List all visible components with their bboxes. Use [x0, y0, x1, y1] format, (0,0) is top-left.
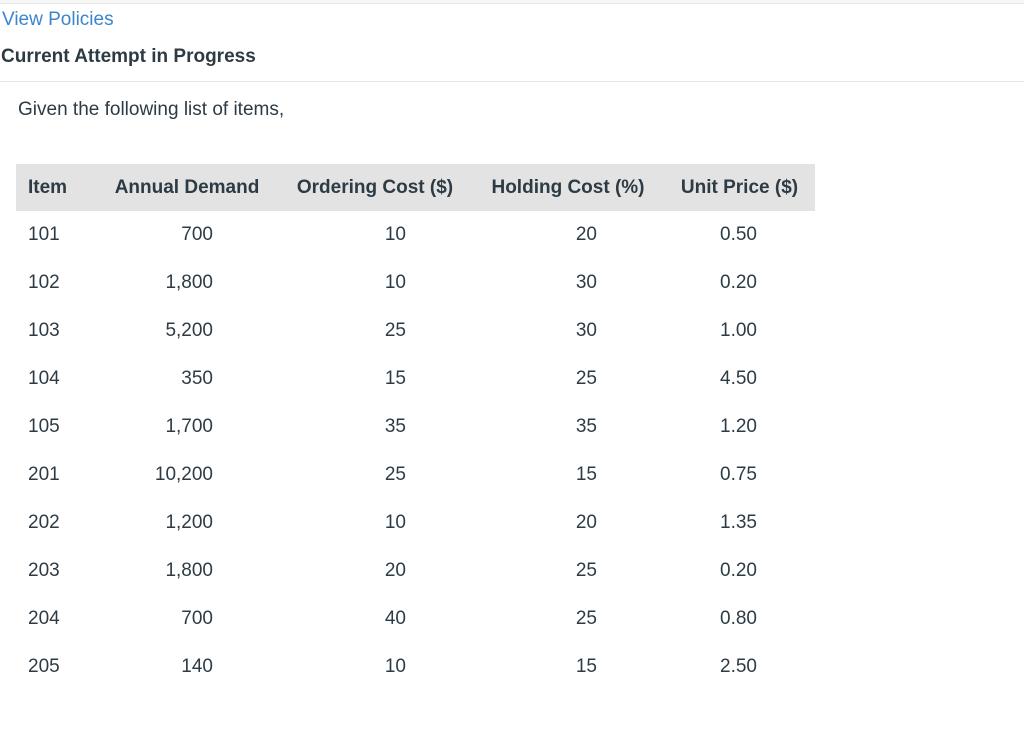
items-table-body: 101 700 10 20 0.50 102 1,800 10 30 0.20 103 5,200 25…	[16, 211, 815, 691]
table-row: 101 700 10 20 0.50	[16, 211, 815, 259]
table-cell: 204	[28, 608, 60, 629]
table-cell: 25	[384, 464, 406, 485]
column-header-holding-cost: Holding Cost (%)	[472, 164, 664, 211]
table-cell: 0.20	[720, 272, 757, 293]
table-cell: 25	[575, 608, 597, 629]
question-intro-text: Given the following list of items,	[18, 99, 285, 120]
table-row: 202 1,200 10 20 1.35	[16, 499, 815, 547]
table-cell: 10,200	[154, 464, 213, 485]
table-cell: 140	[181, 656, 213, 677]
table-cell: 40	[384, 608, 406, 629]
table-cell: 20	[384, 560, 406, 581]
table-cell: 203	[28, 560, 60, 581]
table-row: 105 1,700 35 35 1.20	[16, 403, 815, 451]
table-cell: 1,800	[165, 560, 213, 581]
table-cell: 2.50	[720, 656, 757, 677]
table-cell: 102	[28, 272, 60, 293]
table-cell: 103	[28, 320, 60, 341]
table-cell: 0.20	[720, 560, 757, 581]
table-cell: 201	[28, 464, 60, 485]
table-cell: 30	[575, 272, 597, 293]
column-header-annual-demand: Annual Demand	[96, 164, 278, 211]
table-cell: 10	[384, 512, 406, 533]
table-cell: 0.50	[720, 224, 757, 245]
section-divider	[0, 81, 1024, 82]
table-cell: 10	[384, 224, 406, 245]
table-cell: 35	[575, 416, 597, 437]
table-cell: 1.35	[720, 512, 757, 533]
table-cell: 35	[384, 416, 406, 437]
table-cell: 350	[181, 368, 213, 389]
table-cell: 15	[384, 368, 406, 389]
table-header-row: Item Annual Demand Ordering Cost ($) Hol…	[16, 164, 815, 211]
table-cell: 1,200	[165, 512, 213, 533]
table-row: 104 350 15 25 4.50	[16, 355, 815, 403]
table-row: 201 10,200 25 15 0.75	[16, 451, 815, 499]
table-cell: 205	[28, 656, 60, 677]
column-header-ordering-cost: Ordering Cost ($)	[278, 164, 472, 211]
table-cell: 101	[28, 224, 60, 245]
table-cell: 0.75	[720, 464, 757, 485]
table-cell: 30	[575, 320, 597, 341]
table-cell: 104	[28, 368, 60, 389]
table-row: 103 5,200 25 30 1.00	[16, 307, 815, 355]
table-cell: 20	[575, 224, 597, 245]
table-cell: 10	[384, 272, 406, 293]
table-cell: 25	[575, 560, 597, 581]
table-cell: 700	[181, 608, 213, 629]
table-cell: 20	[575, 512, 597, 533]
table-cell: 25	[384, 320, 406, 341]
view-policies-link[interactable]: View Policies	[2, 9, 114, 30]
top-border-strip	[0, 0, 1024, 4]
table-cell: 25	[575, 368, 597, 389]
column-header-item: Item	[16, 164, 96, 211]
table-cell: 1,700	[165, 416, 213, 437]
table-cell: 10	[384, 656, 406, 677]
table-cell: 5,200	[165, 320, 213, 341]
table-cell: 700	[181, 224, 213, 245]
table-row: 102 1,800 10 30 0.20	[16, 259, 815, 307]
table-cell: 1.00	[720, 320, 757, 341]
table-cell: 15	[575, 464, 597, 485]
table-row: 204 700 40 25 0.80	[16, 595, 815, 643]
items-table: Item Annual Demand Ordering Cost ($) Hol…	[16, 164, 815, 691]
table-cell: 4.50	[720, 368, 757, 389]
table-cell: 15	[575, 656, 597, 677]
table-cell: 105	[28, 416, 60, 437]
table-cell: 202	[28, 512, 60, 533]
table-row: 203 1,800 20 25 0.20	[16, 547, 815, 595]
table-row: 205 140 10 15 2.50	[16, 643, 815, 691]
section-title: Current Attempt in Progress	[1, 46, 256, 67]
column-header-unit-price: Unit Price ($)	[664, 164, 815, 211]
table-cell: 1,800	[165, 272, 213, 293]
table-cell: 0.80	[720, 608, 757, 629]
table-cell: 1.20	[720, 416, 757, 437]
